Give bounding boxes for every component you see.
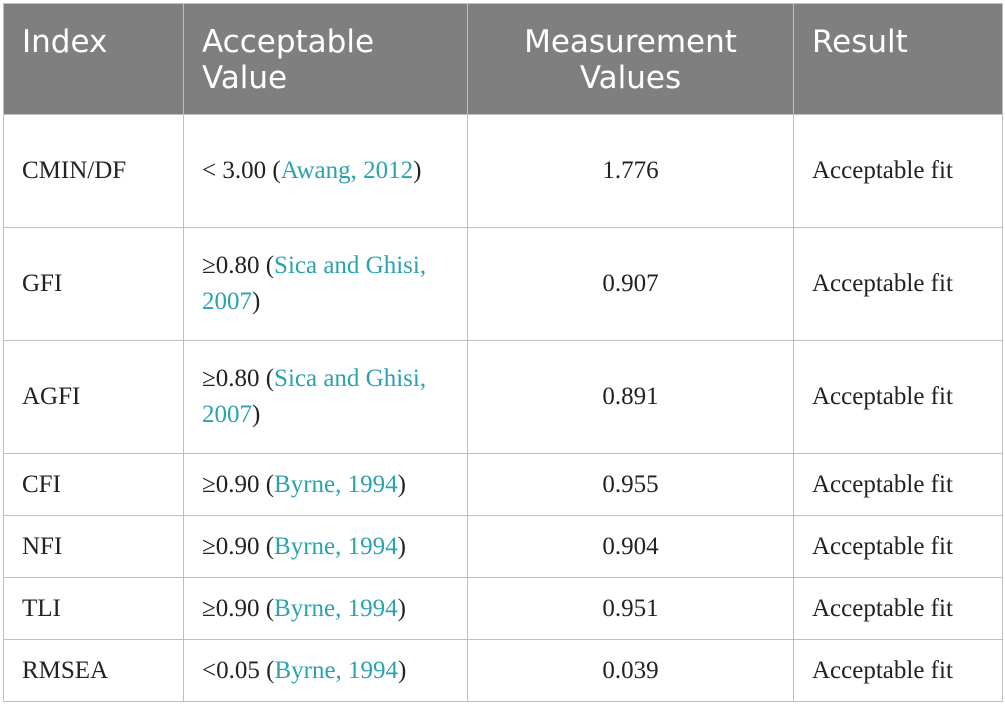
criterion-close: ) [397,470,406,498]
measurement-value-cell: 1.776 [467,114,794,228]
header-result: Result [793,3,1003,115]
result-cell: Acceptable fit [793,639,1003,702]
header-measurement-line2: Values [579,60,682,96]
result-cell: Acceptable fit [793,453,1003,516]
table-body: CMIN/DF < 3.00 (Awang, 2012) 1.776 Accep… [3,114,1003,702]
acceptable-value-cell: <0.05 (Byrne, 1994) [183,639,468,702]
criterion-text: ≥0.80 ( [202,252,275,279]
measurement-value-cell: 0.955 [467,453,794,516]
criterion-close: ) [252,401,261,428]
citation-link[interactable]: Sica and Ghisi, 2007 [202,365,427,428]
criterion-text: <0.05 ( [202,656,275,684]
header-acceptable-line2: Value [202,60,288,96]
header-measurement-values: Measurement Values [467,3,794,115]
criterion-text: ≥0.90 ( [202,470,275,498]
citation-link[interactable]: Sica and Ghisi, 2007 [202,252,427,315]
acceptable-value-cell: ≥0.90 (Byrne, 1994) [183,577,468,640]
acceptable-value-cell: ≥0.80 (Sica and Ghisi, 2007) [183,340,468,454]
citation-link[interactable]: Byrne, 1994 [274,656,399,684]
measurement-value-cell: 0.951 [467,577,794,640]
header-row: Index Acceptable Value Measurement Value… [3,3,1003,115]
criterion-text: ≥0.80 ( [202,365,275,392]
criterion-text: ≥0.90 ( [202,594,275,622]
measurement-value-cell: 0.891 [467,340,794,454]
table-row: CMIN/DF < 3.00 (Awang, 2012) 1.776 Accep… [3,114,1003,228]
result-cell: Acceptable fit [793,340,1003,454]
header-acceptable-line1: Acceptable [202,24,375,60]
table-row: CFI ≥0.90 (Byrne, 1994) 0.955 Acceptable… [3,453,1003,516]
index-cell: AGFI [3,340,184,454]
table-header: Index Acceptable Value Measurement Value… [3,3,1003,115]
criterion-close: ) [398,656,407,684]
criterion-close: ) [397,532,406,560]
criterion-close: ) [413,157,422,184]
acceptable-value-cell: ≥0.80 (Sica and Ghisi, 2007) [183,227,468,341]
measurement-value-cell: 0.039 [467,639,794,702]
criterion-close: ) [397,594,406,622]
index-cell: CFI [3,453,184,516]
header-measurement-line1: Measurement [524,24,737,60]
header-acceptable-value: Acceptable Value [183,3,468,115]
result-cell: Acceptable fit [793,515,1003,578]
result-cell: Acceptable fit [793,114,1003,228]
index-cell: NFI [3,515,184,578]
result-cell: Acceptable fit [793,227,1003,341]
citation-link[interactable]: Awang, 2012 [280,157,414,184]
acceptable-value-cell: < 3.00 (Awang, 2012) [183,114,468,228]
table-row: NFI ≥0.90 (Byrne, 1994) 0.904 Acceptable… [3,515,1003,578]
header-index: Index [3,3,184,115]
model-fit-table: Index Acceptable Value Measurement Value… [3,3,1003,702]
measurement-value-cell: 0.907 [467,227,794,341]
citation-link[interactable]: Byrne, 1994 [274,594,398,622]
header-result-label: Result [812,24,908,60]
index-cell: GFI [3,227,184,341]
measurement-value-cell: 0.904 [467,515,794,578]
acceptable-value-cell: ≥0.90 (Byrne, 1994) [183,453,468,516]
acceptable-value-cell: ≥0.90 (Byrne, 1994) [183,515,468,578]
table-row: RMSEA <0.05 (Byrne, 1994) 0.039 Acceptab… [3,639,1003,702]
index-cell: TLI [3,577,184,640]
result-cell: Acceptable fit [793,577,1003,640]
table-row: GFI ≥0.80 (Sica and Ghisi, 2007) 0.907 A… [3,227,1003,341]
table-row: TLI ≥0.90 (Byrne, 1994) 0.951 Acceptable… [3,577,1003,640]
criterion-text: ≥0.90 ( [202,532,275,560]
index-cell: CMIN/DF [3,114,184,228]
header-index-label: Index [22,24,108,60]
citation-link[interactable]: Byrne, 1994 [274,532,398,560]
criterion-close: ) [252,288,261,315]
table-row: AGFI ≥0.80 (Sica and Ghisi, 2007) 0.891 … [3,340,1003,454]
citation-link[interactable]: Byrne, 1994 [274,470,398,498]
index-cell: RMSEA [3,639,184,702]
criterion-text: < 3.00 ( [202,157,281,184]
